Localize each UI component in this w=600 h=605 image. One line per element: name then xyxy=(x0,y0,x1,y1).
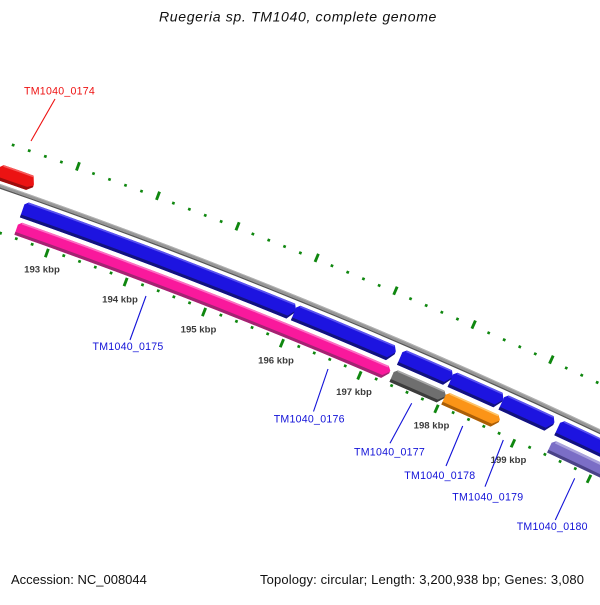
svg-text:TM1040_0174: TM1040_0174 xyxy=(24,86,95,98)
svg-text:TM1040_0178: TM1040_0178 xyxy=(404,470,475,482)
svg-text:198 kbp: 198 kbp xyxy=(414,420,450,431)
svg-text:199 kbp: 199 kbp xyxy=(491,455,527,466)
svg-text:TM1040_0179: TM1040_0179 xyxy=(452,492,523,504)
svg-text:196 kbp: 196 kbp xyxy=(258,355,294,366)
svg-text:Ruegeria sp. TM1040, complete: Ruegeria sp. TM1040, complete genome xyxy=(159,9,437,25)
svg-text:195 kbp: 195 kbp xyxy=(181,324,217,335)
svg-text:TM1040_0176: TM1040_0176 xyxy=(274,413,345,425)
svg-text:Topology: circular; Length: 3,: Topology: circular; Length: 3,200,938 bp… xyxy=(260,572,584,587)
svg-text:TM1040_0180: TM1040_0180 xyxy=(517,521,588,533)
svg-text:TM1040_0175: TM1040_0175 xyxy=(93,341,164,353)
svg-text:Accession: NC_008044: Accession: NC_008044 xyxy=(11,572,147,587)
svg-text:TM1040_0177: TM1040_0177 xyxy=(354,447,425,459)
svg-text:197 kbp: 197 kbp xyxy=(336,387,372,398)
svg-text:193 kbp: 193 kbp xyxy=(24,264,60,275)
svg-text:194 kbp: 194 kbp xyxy=(102,294,138,305)
